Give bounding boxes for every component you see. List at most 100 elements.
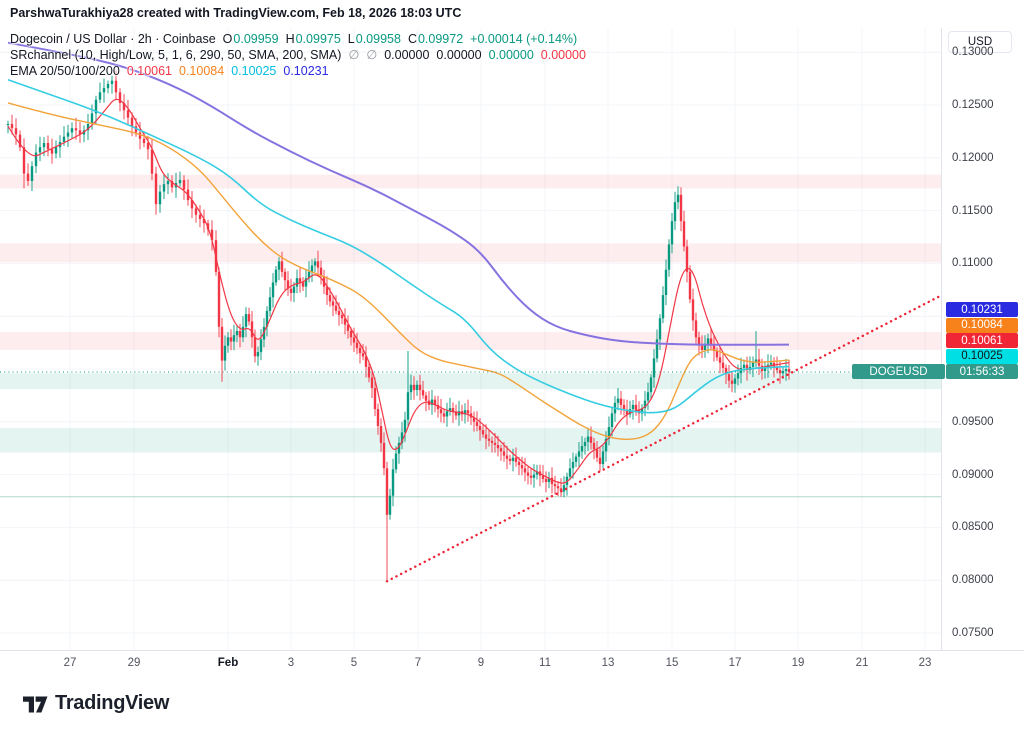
price-axis-label: 0.09000 [952,468,994,481]
ema-line-ema100[interactable] [7,78,790,414]
candle-up [754,359,758,363]
candle-up [583,441,587,447]
candle-down [22,147,26,174]
candle-down [14,128,18,135]
price-axis-label: 0.12000 [952,151,994,164]
candle-up [763,367,767,372]
ema-line-ema200[interactable] [7,41,790,346]
attribution-text: ParshwaTurakhiya28 created with TradingV… [10,6,462,20]
candle-down [202,219,206,224]
candle-down [340,315,344,319]
candle-down [505,455,509,459]
candle-up [661,295,665,319]
candle-down [484,434,488,439]
candle-down [289,288,293,293]
candle-down [138,132,142,139]
candle-down [691,299,695,321]
candle-up [610,413,614,428]
candle-down [412,384,416,391]
candle-down [250,321,254,338]
time-axis-separator [0,650,1024,651]
ema-value-badge: 0.10061 [946,333,1018,349]
candle-up [535,471,539,475]
candle-down [730,380,734,384]
candle-down [358,347,362,354]
legend-ema-row[interactable]: EMA 20/50/100/200 0.10061 0.10084 0.10025 0.… [10,63,593,79]
time-axis-label: 7 [414,657,422,669]
price-axis-label: 0.12500 [952,99,994,111]
candle-up [463,410,467,415]
candle-up [277,261,281,270]
time-axis-label: 9 [477,657,485,669]
candle-up [256,352,260,357]
price-axis-label: 0.13000 [952,46,994,59]
ema-value-badge: 0.10025 [946,348,1018,364]
candle-up [733,378,737,384]
candle-up [38,147,42,153]
trendline-dotted[interactable] [385,293,941,583]
ema-line-ema50[interactable] [7,102,790,440]
candle-down [682,221,686,247]
legend-symbol-row[interactable]: Dogecoin / US Dollar · 2h · Coinbase O0.0… [10,31,593,47]
candle-up [30,166,34,181]
candle-up [664,269,668,295]
candle-down [625,410,629,415]
candle-down [517,461,521,466]
candle-up [604,438,608,452]
tradingview-watermark-text: TradingView [55,691,170,714]
currency-toggle-button[interactable]: USD [948,31,1012,53]
candle-down [337,310,341,316]
tradingview-watermark[interactable]: TradingView [22,690,169,716]
candle-up [310,265,314,272]
candle-down [376,409,380,426]
candle-up [102,88,106,93]
candle-down [328,295,332,302]
candle-down [150,149,154,174]
candle-up [652,358,656,378]
legend-srchannel-row[interactable]: SRchannel (10, High/Low, 5, 1, 6, 290, 5… [10,47,593,63]
time-axis-label: 15 [665,657,679,669]
candle-down [598,457,602,464]
time-axis-label: 23 [918,657,932,669]
candle-down [146,143,150,150]
time-axis-label: 19 [791,657,805,669]
candle-up [90,113,94,124]
candle-up [448,408,452,412]
candle-up [110,80,114,84]
candle-up [259,339,263,353]
legend-segment: SRchannel (10, High/Low, 5, 1, 6, 290, 5… [10,48,342,62]
candle-up [673,202,677,222]
candle-up [403,419,407,433]
ema-line-ema20[interactable] [7,98,790,484]
candle-down [520,465,524,469]
candle-down [182,180,186,190]
price-axis[interactable]: USD 0.13000 0.12500 0.12000 0.11500 0.11000 0… [942,28,1024,650]
candle-up [568,468,572,477]
candle-up [676,194,680,203]
candle-down [286,280,290,289]
legend-segment: O [222,32,233,46]
legend-segment: L [347,32,355,46]
chart-legend: Dogecoin / US Dollar · 2h · Coinbase O0.0… [10,31,593,79]
price-chart-canvas[interactable] [0,28,941,650]
candle-down [298,278,302,283]
candle-up [166,181,170,185]
candle-down [727,374,731,381]
time-axis[interactable]: 27 29 Feb 3 5 7 9 11 13 15 17 19 21 23 [0,651,941,679]
candle-down [280,261,284,272]
candle-down [544,478,548,482]
candle-up [271,282,275,298]
candle-down [114,80,118,93]
candle-down [688,271,692,300]
candle-up [628,409,632,415]
candle-up [244,314,248,327]
candle-up [178,180,182,184]
candle-down [442,413,446,417]
candle-up [562,485,566,492]
candle-up [703,343,707,350]
bar-countdown-badge: 01:56:33 [946,364,1018,380]
price-axis-separator [941,28,942,650]
candle-up [511,457,515,461]
price-axis-label: 0.08500 [952,521,994,534]
